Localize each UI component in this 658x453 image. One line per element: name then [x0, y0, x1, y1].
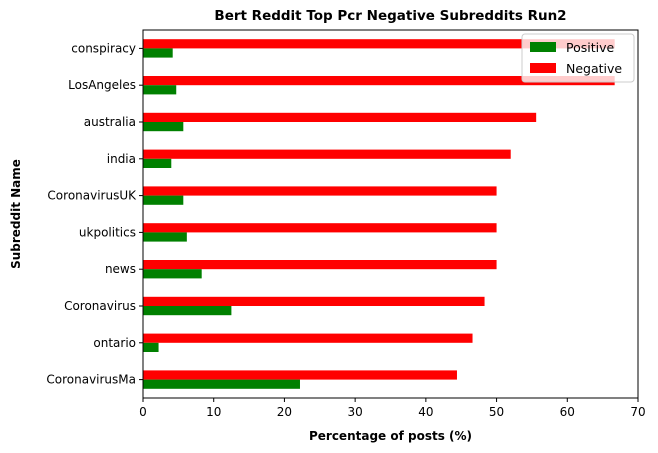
bar-positive-ontario: [143, 342, 159, 352]
bar-positive-CoronavirusUK: [143, 195, 184, 205]
legend-label-positive: Positive: [566, 40, 614, 55]
x-tick-label: 20: [277, 405, 292, 419]
bar-negative-australia: [143, 112, 537, 122]
legend-swatch-negative: [530, 63, 556, 73]
bar-positive-Coronavirus: [143, 306, 232, 316]
bar-positive-india: [143, 158, 172, 168]
bar-negative-ukpolitics: [143, 223, 497, 233]
x-tick-label: 10: [206, 405, 221, 419]
y-tick-label: ontario: [93, 336, 136, 350]
bar-negative-CoronavirusUK: [143, 186, 497, 196]
bar-positive-LosAngeles: [143, 85, 177, 95]
chart-title: Bert Reddit Top Pcr Negative Subreddits …: [214, 8, 566, 24]
bar-positive-CoronavirusMa: [143, 379, 300, 389]
legend: Positive Negative: [521, 33, 635, 83]
bar-positive-conspiracy: [143, 48, 173, 58]
bars-group: [143, 39, 615, 389]
x-tick-label: 60: [560, 405, 575, 419]
y-tick-label: conspiracy: [71, 41, 136, 55]
y-axis-label: Subreddit Name: [9, 159, 23, 269]
y-tick-label: ukpolitics: [79, 225, 136, 239]
y-tick-label: LosAngeles: [68, 78, 136, 92]
y-tick-label: CoronavirusUK: [47, 189, 137, 203]
bar-negative-Coronavirus: [143, 296, 485, 306]
x-tick-label: 30: [348, 405, 363, 419]
bar-negative-news: [143, 260, 497, 270]
legend-swatch-positive: [530, 42, 556, 52]
x-axis-label: Percentage of posts (%): [309, 429, 472, 443]
bar-negative-ontario: [143, 333, 473, 343]
y-tick-label: news: [105, 262, 136, 276]
legend-label-negative: Negative: [566, 61, 622, 76]
y-tick-label: australia: [84, 115, 136, 129]
x-tick-label: 40: [418, 405, 433, 419]
x-tick-label: 0: [139, 405, 147, 419]
bar-positive-ukpolitics: [143, 232, 187, 242]
y-tick-label: Coronavirus: [64, 299, 136, 313]
plot-frame: [142, 29, 639, 399]
y-axis-ticks: conspiracy LosAngeles australia india Corona…: [46, 41, 143, 387]
y-tick-label: CoronavirusMa: [46, 373, 136, 387]
bar-positive-news: [143, 269, 202, 279]
bar-negative-LosAngeles: [143, 76, 615, 86]
bar-positive-australia: [143, 122, 184, 132]
x-axis-ticks: 0 10 20 30 40 50 60 70: [139, 398, 646, 419]
bar-negative-CoronavirusMa: [143, 370, 457, 380]
y-tick-label: india: [107, 152, 136, 166]
bar-negative-india: [143, 149, 511, 159]
bar-negative-conspiracy: [143, 39, 615, 49]
x-tick-label: 50: [489, 405, 504, 419]
x-tick-label: 70: [630, 405, 645, 419]
